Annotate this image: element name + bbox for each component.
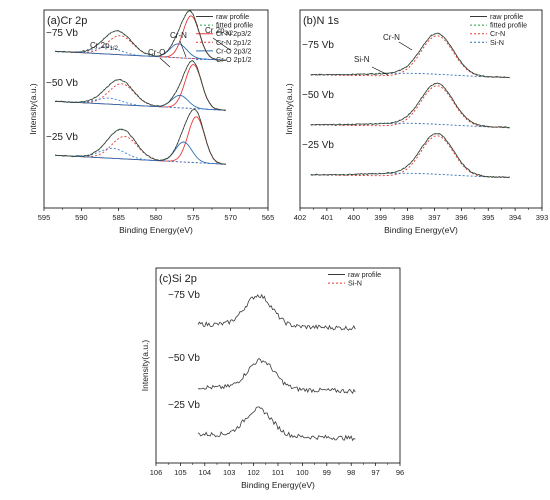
annotation-arrow (398, 41, 413, 51)
x-axis-label: Binding Energy(eV) (241, 480, 315, 490)
x-tick-label: 397 (428, 213, 441, 222)
x-tick-label: 99 (323, 468, 331, 477)
x-tick-label: 102 (247, 468, 260, 477)
component-curve (310, 85, 510, 128)
y-axis-label: Intensity(a.u.) (28, 83, 38, 135)
x-tick-label: 101 (272, 468, 285, 477)
trace-label: −25 Vb (168, 400, 200, 411)
panel-label: (a)Cr 2p (47, 15, 87, 27)
raw-profile-line (197, 357, 356, 395)
component-curve (55, 141, 226, 165)
annotation-subscript: 3/2 (225, 31, 234, 37)
x-tick-label: 98 (347, 468, 355, 477)
panel-1: 402 401 400 399 398 397 396 395 394 393 Binding En… (284, 9, 549, 235)
component-curve (310, 135, 510, 178)
x-axis-label: Binding Energy(eV) (384, 225, 458, 235)
x-tick-label: 398 (401, 213, 414, 222)
annotation-cro: Cr-O (148, 48, 165, 57)
x-tick-label: 103 (223, 468, 236, 477)
raw-profile-line (310, 133, 510, 179)
x-tick-label: 104 (199, 468, 212, 477)
annotation-crn: Cr-N (170, 31, 187, 40)
raw-profile-line (197, 406, 356, 442)
legend-entry: raw profile (348, 270, 381, 279)
component-curve (55, 94, 226, 111)
panel-label: (b)N 1s (303, 15, 340, 27)
x-tick-label: 575 (187, 213, 200, 222)
trace-label: −25 Vb (46, 132, 78, 143)
x-tick-label: 395 (482, 213, 495, 222)
component-curve (55, 35, 226, 61)
raw-profile-line (197, 293, 356, 331)
annotation-subscript: 1/2 (110, 46, 119, 52)
raw-profile-line (55, 10, 226, 62)
legend-entry: raw profile (490, 12, 523, 21)
x-tick-label: 595 (38, 213, 51, 222)
x-tick-label: 400 (348, 213, 361, 222)
x-tick-label: 393 (536, 213, 549, 222)
y-axis-label: Intensity(a.u.) (284, 83, 294, 135)
fitted-profile-line (310, 32, 510, 78)
annotation-arrow (371, 66, 389, 76)
component-curve (55, 64, 226, 111)
raw-profile-line (310, 82, 510, 129)
annotation-crn-b: Cr-N (383, 33, 400, 42)
legend-entry: Si-N (348, 279, 362, 288)
trace-label: −75 Vb (168, 290, 200, 301)
fitted-profile-line (310, 132, 510, 178)
x-tick-label: 570 (224, 213, 237, 222)
legend-entry: Si-N (490, 38, 504, 47)
component-curve (55, 43, 226, 61)
x-tick-label: 100 (296, 468, 309, 477)
x-tick-label: 97 (371, 468, 379, 477)
legend-entry: raw profile (216, 12, 249, 21)
annotation-arrow (179, 40, 187, 58)
x-tick-label: 96 (396, 468, 404, 477)
legend-entry: Cr-N 2p3/2 (216, 29, 251, 38)
annotation-sin-b: Si-N (354, 55, 370, 64)
x-tick-label: 590 (75, 213, 88, 222)
y-axis-label: Intensity(a.u.) (140, 340, 150, 392)
x-tick-label: 105 (174, 468, 187, 477)
x-axis-label: Binding Energy(eV) (119, 225, 193, 235)
legend-entry: Cr-O 2p3/2 (216, 46, 252, 55)
trace-label: −50 Vb (46, 78, 78, 89)
panel-0: 595 590 585 580 575 570 565 Binding Energy(eV) I… (28, 9, 275, 235)
x-tick-label: 394 (509, 213, 522, 222)
legend-entry: fitted profile (216, 21, 253, 30)
x-tick-label: 106 (150, 468, 163, 477)
plot-frame (299, 9, 543, 209)
x-tick-label: 585 (112, 213, 125, 222)
annotation-arrow (159, 57, 171, 68)
trace-label: −50 Vb (302, 90, 334, 101)
fitted-profile-line (310, 82, 510, 128)
trace-label: −50 Vb (168, 353, 200, 364)
trace-label: −75 Vb (46, 28, 78, 39)
x-tick-label: 396 (455, 213, 468, 222)
x-tick-label: 580 (150, 213, 163, 222)
annotation-arrow (212, 37, 231, 51)
panel-2: 106 105 104 103 102 101 100 99 98 97 96 Binding Ene… (140, 267, 404, 490)
x-tick-label: 399 (374, 213, 387, 222)
component-curve (55, 83, 226, 111)
annotation-cr2p12: Cr 2p1/2 (90, 41, 119, 52)
legend-entry: Cr-N 2p1/2 (216, 38, 251, 47)
raw-profile-line (55, 108, 226, 165)
legend-entry: fitted profile (490, 21, 527, 30)
annotation-cr2p32: Cr 2p3/2 (205, 26, 234, 37)
x-tick-label: 565 (262, 213, 275, 222)
raw-profile-line (54, 60, 226, 112)
x-tick-label: 402 (294, 213, 307, 222)
legend-entry: Cr-N (490, 29, 505, 38)
panel-label: (c)Si 2p (159, 273, 197, 285)
raw-profile-line (310, 32, 510, 79)
x-tick-label: 401 (321, 213, 334, 222)
trace-label: −25 Vb (302, 140, 334, 151)
trace-label: −75 Vb (302, 40, 334, 51)
annotations: Cr 2p1/2 Cr 2p3/2 Cr-N Cr-O Cr-N Si-N (90, 26, 413, 76)
legend-entry: Cr-O 2p1/2 (216, 55, 252, 64)
